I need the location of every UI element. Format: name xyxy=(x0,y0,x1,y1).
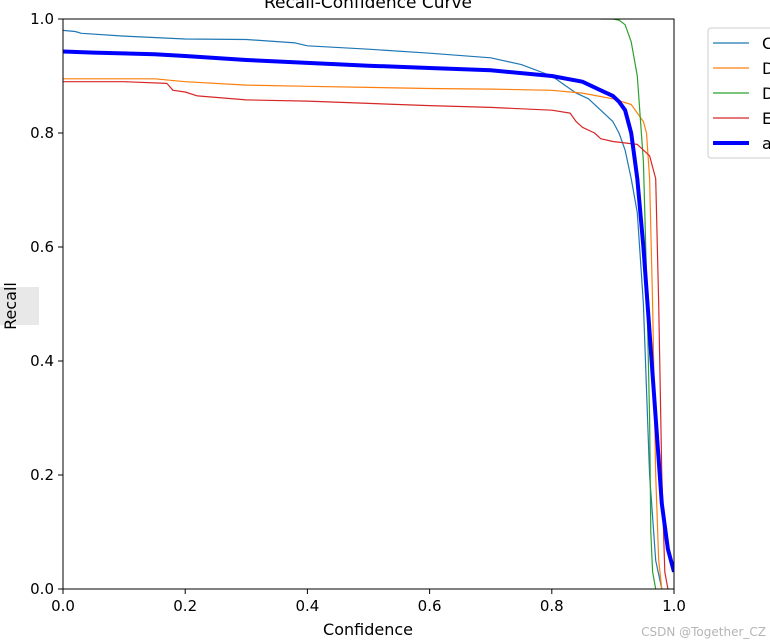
x-tick-label-3: 0.6 xyxy=(418,597,442,615)
series-line-3 xyxy=(63,81,669,589)
legend-label-0: C xyxy=(762,34,770,53)
x-tick-label-5: 1.0 xyxy=(662,597,686,615)
series-line-2 xyxy=(600,19,657,589)
legend-label-3: E xyxy=(762,109,770,128)
watermark: CSDN @Together_CZ xyxy=(641,625,766,639)
x-tick-label-4: 0.8 xyxy=(540,597,564,615)
y-tick-label-5: 1.0 xyxy=(30,10,54,28)
x-tick-label-2: 0.4 xyxy=(295,597,319,615)
y-tick-label-1: 0.2 xyxy=(30,466,54,484)
plot-area xyxy=(62,18,675,590)
x-tick-label-0: 0.0 xyxy=(51,597,75,615)
legend-label-2: D xyxy=(762,84,770,103)
series-layer xyxy=(63,19,674,589)
x-axis-label: Confidence xyxy=(323,620,413,639)
legend-label-4: a xyxy=(762,134,770,153)
x-axis-ticks: 0.0 0.2 0.4 0.6 0.8 1.0 xyxy=(51,589,686,615)
y-tick-label-4: 0.8 xyxy=(30,124,54,142)
series-line-0 xyxy=(63,29,663,589)
series-line-4 xyxy=(63,49,674,573)
legend-label-1: D xyxy=(762,59,770,78)
series-line-1 xyxy=(63,78,663,589)
y-axis-ticks: 0.0 0.2 0.4 0.6 0.8 1.0 xyxy=(30,10,63,598)
y-tick-label-2: 0.4 xyxy=(30,352,54,370)
y-axis-label: Recall xyxy=(1,282,20,330)
y-tick-label-0: 0.0 xyxy=(30,580,54,598)
x-tick-label-1: 0.2 xyxy=(173,597,197,615)
chart-title: Recall-Confidence Curve xyxy=(264,0,472,13)
plot-frame xyxy=(62,18,675,590)
y-tick-label-3: 0.6 xyxy=(30,238,54,256)
y-label-highlight xyxy=(0,287,39,325)
